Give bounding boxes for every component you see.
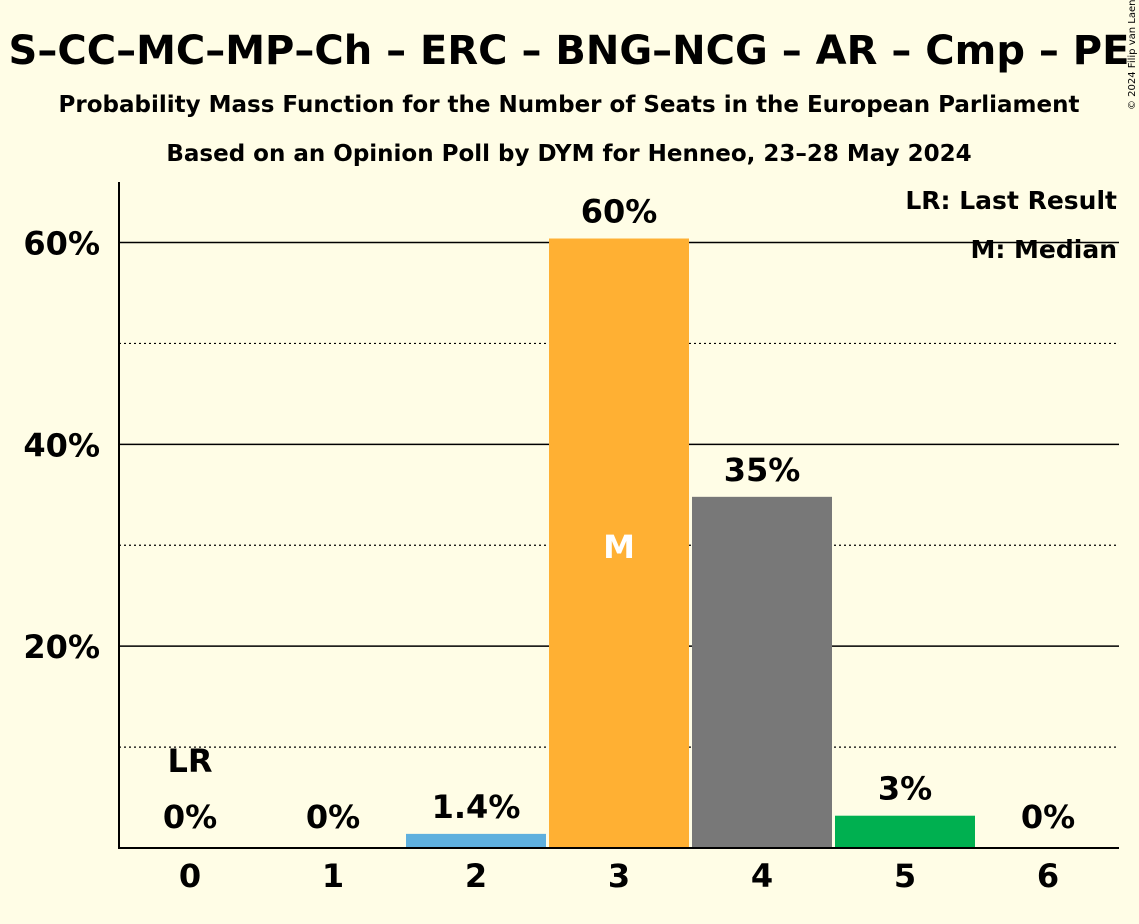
value-label-1: 0%	[306, 798, 360, 836]
bars	[406, 238, 975, 848]
chart-subtitle-1: Probability Mass Function for the Number…	[59, 92, 1080, 118]
value-label-5: 3%	[878, 770, 932, 808]
bar-5	[835, 815, 975, 848]
x-tick-label: 1	[322, 857, 344, 895]
bar-4	[692, 496, 832, 848]
x-tick-label: 4	[751, 857, 773, 895]
value-label-2: 1.4%	[432, 788, 521, 826]
y-tick-label: 20%	[23, 628, 100, 666]
x-tick-label: 5	[894, 857, 916, 895]
chart-title: S–CC–MC–MP–Ch – ERC – BNG–NCG – AR – Cmp…	[9, 28, 1130, 74]
x-tick-label: 0	[179, 857, 201, 895]
x-tick-label: 6	[1037, 857, 1059, 895]
value-label-3: 60%	[581, 193, 658, 231]
x-tick-label: 3	[608, 857, 630, 895]
value-label-4: 35%	[724, 451, 801, 489]
bar-3	[549, 238, 689, 848]
chart-subtitle-2: Based on an Opinion Poll by DYM for Henn…	[166, 141, 971, 167]
y-tick-label: 60%	[23, 225, 100, 263]
last-result-marker: LR	[167, 742, 212, 780]
value-label-0: 0%	[163, 798, 217, 836]
value-label-6: 0%	[1021, 798, 1075, 836]
copyright-text: © 2024 Filip van Laenen	[1127, 0, 1138, 110]
legend-last-result: LR: Last Result	[905, 186, 1117, 215]
x-tick-label: 2	[465, 857, 487, 895]
bar-2	[406, 833, 546, 848]
value-labels: 0% LR 0% 1.4% 60% M 35% 3% 0%	[163, 193, 1075, 836]
y-tick-label: 40%	[23, 426, 100, 464]
y-axis-ticks: 20% 40% 60%	[23, 225, 100, 667]
legend-median: M: Median	[970, 235, 1117, 264]
median-marker: M	[603, 528, 635, 566]
x-axis-ticks: 0 1 2 3 4 5 6	[179, 857, 1059, 895]
